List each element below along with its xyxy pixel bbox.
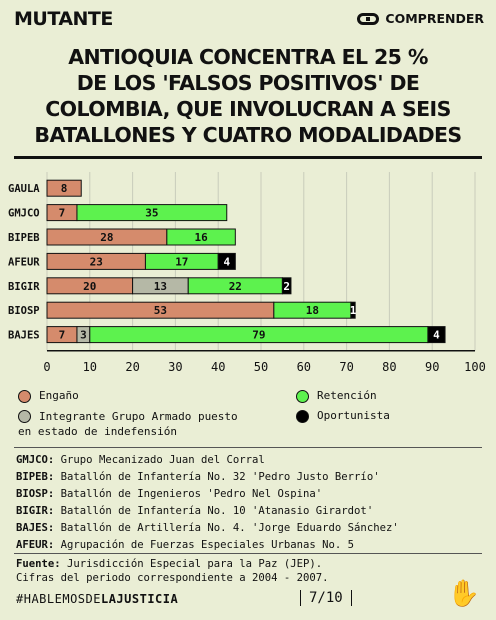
legend-item-integrante: Integrante Grupo Armado puesto en estado…: [18, 409, 238, 439]
bar-segment: [350, 301, 356, 319]
x-tick-label: 100: [464, 360, 486, 374]
data-label: 8: [61, 182, 68, 195]
legend: Engaño Retención Integrante Grupo Armado…: [18, 385, 488, 445]
abbreviation-row: GMJCO: Grupo Mecanizado Juan del Corral: [16, 454, 265, 466]
legend-swatch-engano: [18, 390, 31, 403]
bar-segment: [281, 277, 292, 295]
category-label: GAULA: [8, 183, 40, 195]
x-tick-label: 10: [83, 360, 97, 374]
legend-swatch-retencion: [296, 390, 309, 403]
legend-label-retencion: Retención: [317, 389, 377, 402]
bar-segment: [46, 179, 82, 197]
category-label: GMJCO: [8, 208, 40, 220]
bar-segment: [166, 228, 236, 246]
legend-item-engano: Engaño: [18, 389, 79, 403]
title-divider: [14, 156, 482, 159]
x-tick-label: 70: [339, 360, 353, 374]
data-label: 13: [154, 280, 167, 293]
chart-title: ANTIOQUIA CONCENTRA EL 25 % DE LOS 'FALS…: [0, 44, 496, 148]
abbreviation-row: BIPEB: Batallón de Infantería No. 32 'Pe…: [16, 471, 380, 483]
data-label: 79: [252, 329, 265, 342]
legend-swatch-integrante: [18, 410, 31, 423]
x-tick-label: 80: [382, 360, 396, 374]
data-label: 3: [80, 329, 87, 342]
data-label: 20: [83, 280, 96, 293]
page-indicator: 7/10: [300, 590, 352, 606]
data-label: 22: [229, 280, 242, 293]
data-label: 4: [223, 255, 230, 268]
legend-swatch-oportunista: [296, 410, 309, 423]
legend-label-engano: Engaño: [39, 389, 79, 402]
source-label: Fuente:: [16, 558, 61, 570]
title-line: ANTIOQUIA CONCENTRA EL 25 %: [68, 45, 428, 69]
category-label: BIGIR: [8, 281, 40, 293]
x-tick-label: 60: [297, 360, 311, 374]
source-text: Jurisdicción Especial para la Paz (JEP).: [67, 558, 323, 570]
category-label: AFEUR: [8, 256, 40, 268]
data-label: 1: [350, 304, 357, 317]
data-label: 7: [59, 329, 66, 342]
category-label: BAJES: [8, 330, 40, 342]
legend-label-oportunista: Oportunista: [317, 409, 390, 422]
abbreviation-row: BIOSP: Batallón de Ingenieros 'Pedro Nel…: [16, 488, 323, 500]
bar-segment: [427, 326, 446, 344]
abbreviations-list: GMJCO: Grupo Mecanizado Juan del Corral …: [16, 452, 399, 554]
title-line: DE LOS 'FALSOS POSITIVOS' DE: [76, 71, 420, 95]
hand-pointer-icon[interactable]: ✋: [447, 578, 480, 608]
category-label: BIOSP: [8, 305, 40, 317]
title-line: BATALLONES Y CUATRO MODALIDADES: [34, 123, 462, 147]
x-tick-label: 0: [43, 360, 50, 374]
data-label: 7: [59, 207, 66, 220]
data-label: 17: [175, 255, 188, 268]
divider: [14, 447, 482, 448]
data-label: 18: [306, 304, 319, 317]
legend-item-retencion: Retención: [296, 389, 377, 403]
title-line: COLOMBIA, QUE INVOLUCRAN A SEIS: [45, 97, 451, 121]
data-label: 16: [194, 231, 208, 244]
data-label: 2: [283, 280, 290, 293]
legend-label-integrante-1: Integrante Grupo Armado puesto: [39, 410, 238, 423]
abbreviation-row: AFEUR: Agrupación de Fuerzas Especiales …: [16, 539, 355, 551]
x-tick-label: 90: [425, 360, 439, 374]
stacked-bar-chart: 0 10 20 30 40 50 60 70 80 90 100 GAULA 8 GMJCO 7 35 BIPE…: [8, 172, 486, 374]
legend-item-oportunista: Oportunista: [296, 409, 390, 423]
x-tick-label: 20: [125, 360, 139, 374]
x-tick-label: 50: [254, 360, 268, 374]
source-period: Cifras del periodo correspondiente a 200…: [16, 572, 329, 584]
comprender-label: COMPRENDER: [385, 11, 484, 26]
comprender-link[interactable]: COMPRENDER: [357, 11, 484, 26]
bar-segment: [76, 204, 228, 222]
divider: [14, 553, 482, 554]
brand-logo: MUTANTE: [14, 8, 113, 30]
bar-segment: [217, 252, 236, 270]
category-label: BIPEB: [8, 232, 40, 244]
abbreviation-row: BIGIR: Batallón de Infantería No. 10 'At…: [16, 505, 374, 517]
source-note: Fuente: Jurisdicción Especial para la Pa…: [16, 557, 329, 585]
hashtag: #HABLEMOSDELAJUSTICIA: [16, 592, 179, 606]
data-label: 35: [145, 207, 158, 220]
data-label: 28: [100, 231, 113, 244]
data-label: 23: [90, 255, 103, 268]
abbreviation-row: BAJES: Batallón de Artillería No. 4. 'Jo…: [16, 522, 399, 534]
link-icon: [357, 12, 380, 25]
data-label: 4: [433, 329, 440, 342]
legend-label-integrante-2: en estado de indefensión: [18, 425, 177, 438]
x-tick-label: 30: [168, 360, 182, 374]
data-label: 53: [154, 304, 167, 317]
x-tick-label: 40: [211, 360, 225, 374]
